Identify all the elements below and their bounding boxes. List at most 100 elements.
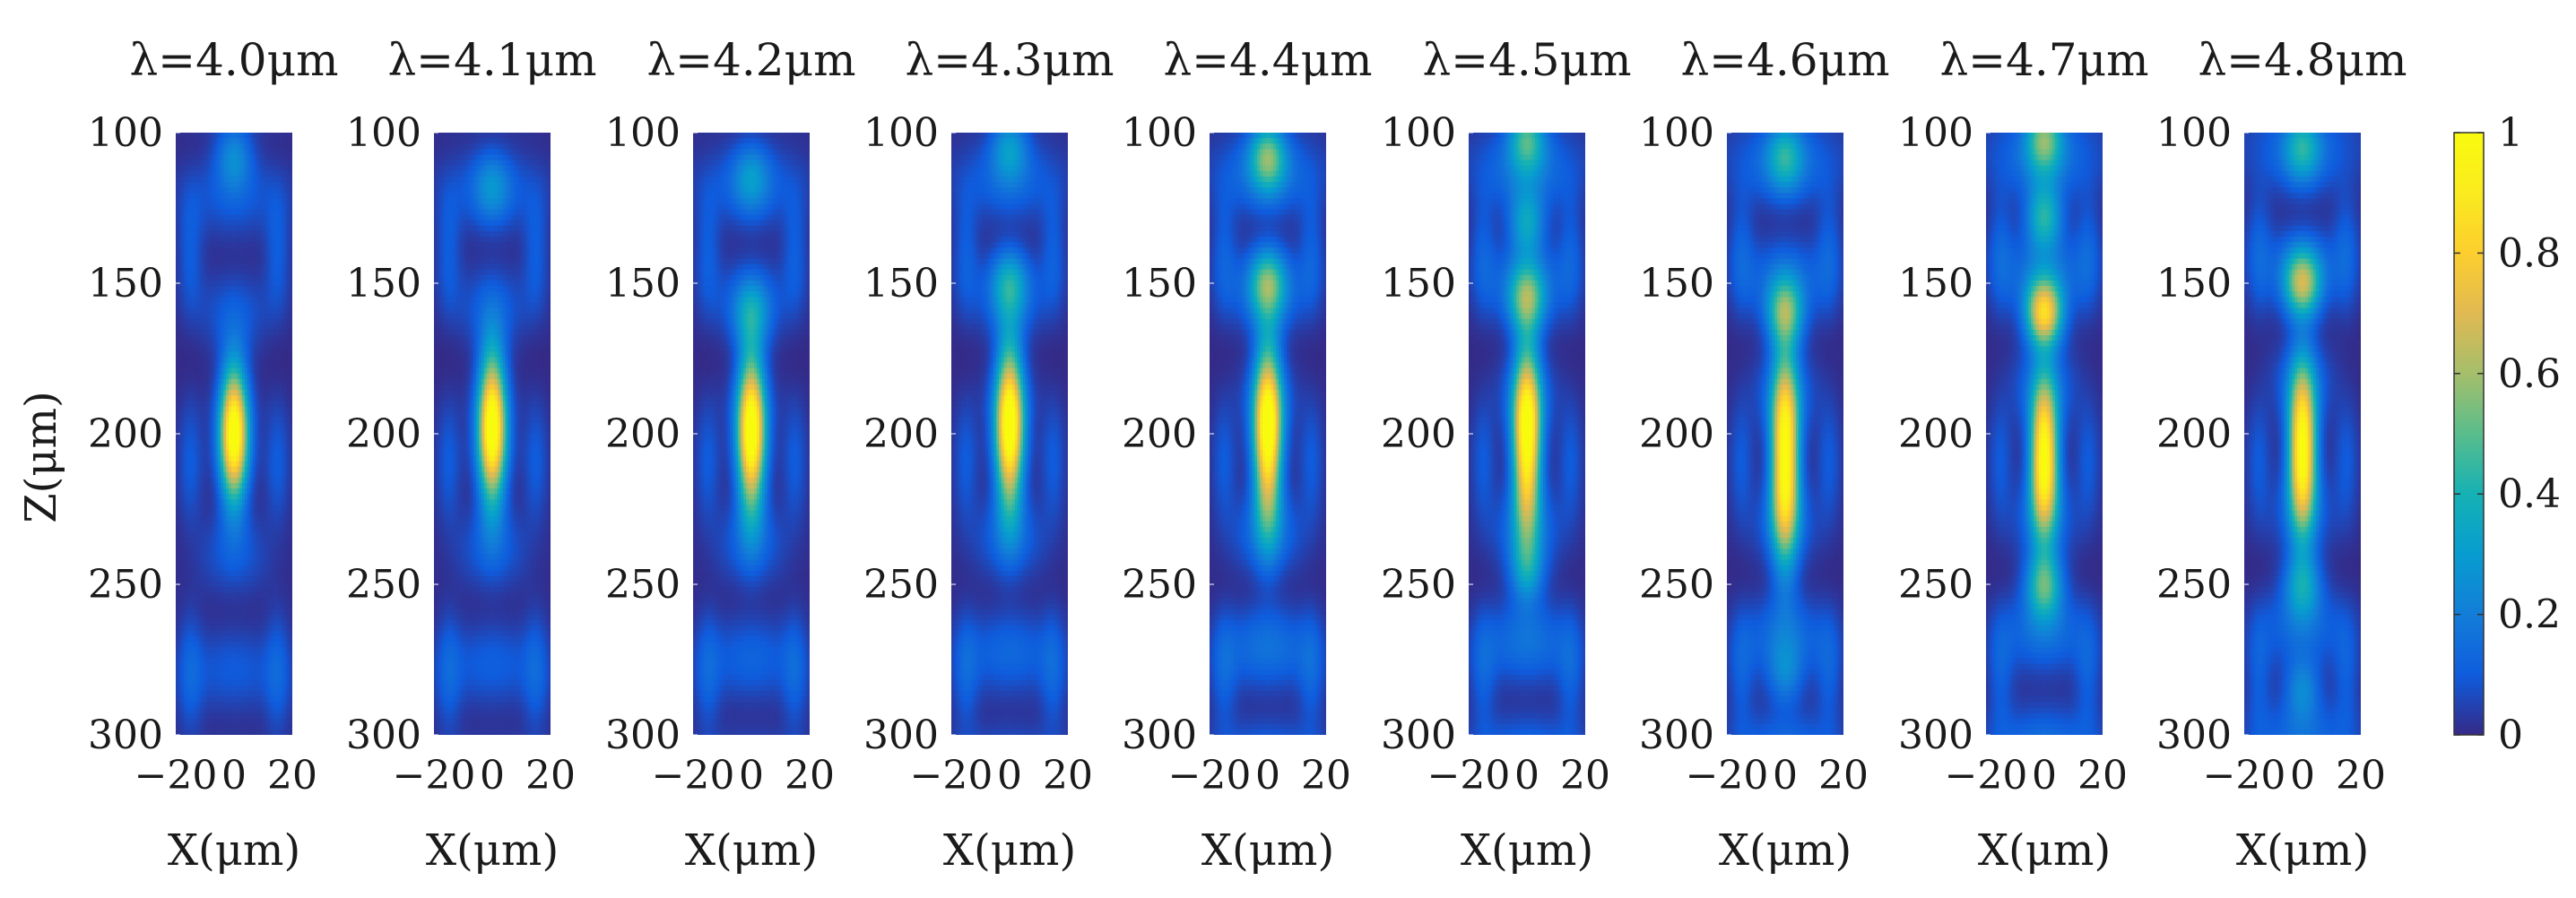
heatmap-cell: [268, 329, 272, 336]
heatmap-cell: [249, 346, 254, 352]
heatmap-cell: [180, 427, 185, 435]
heatmap-cell: [234, 247, 238, 254]
heatmap-cell: [452, 133, 456, 139]
heatmap-cell: [236, 417, 240, 424]
heatmap-cell: [284, 625, 288, 632]
heatmap-cell: [276, 390, 280, 396]
heatmap-cell: [204, 406, 209, 413]
heatmap-cell: [236, 373, 240, 380]
heatmap-cell: [180, 384, 185, 391]
heatmap-cell: [265, 488, 269, 495]
heatmap-cell: [284, 220, 288, 227]
heatmap-cell: [183, 619, 187, 626]
heatmap-cell: [210, 581, 213, 588]
heatmap-cell: [268, 592, 272, 599]
heatmap-cell: [247, 417, 251, 424]
heatmap-cell: [229, 691, 232, 697]
heatmap-cell: [290, 341, 292, 347]
heatmap-cell: [265, 280, 269, 287]
heatmap-cell: [229, 406, 232, 413]
heatmap-cell: [176, 258, 179, 265]
heatmap-cell: [290, 335, 292, 341]
heatmap-cell: [191, 445, 195, 451]
heatmap-cell: [194, 247, 198, 254]
heatmap-cell: [244, 515, 248, 522]
heatmap-cell: [260, 242, 265, 248]
heatmap-cell: [257, 269, 262, 276]
heatmap-cell: [505, 143, 509, 150]
heatmap-cell: [263, 160, 267, 167]
heatmap-cell: [234, 531, 238, 539]
heatmap-cell: [215, 587, 219, 593]
heatmap-cell: [249, 357, 254, 364]
heatmap-cell: [460, 143, 464, 150]
heatmap-cell: [215, 461, 219, 468]
heatmap-cell: [229, 373, 232, 380]
heatmap-cell: [188, 663, 193, 670]
heatmap-cell: [207, 445, 211, 451]
heatmap-cell: [239, 548, 243, 555]
heatmap-cell: [244, 559, 248, 566]
heatmap-cell: [257, 170, 262, 177]
heatmap-cell: [236, 592, 240, 599]
heatmap-cell: [178, 647, 182, 653]
heatmap-cell: [210, 203, 213, 211]
heatmap-cell: [231, 198, 235, 205]
heatmap-cell: [271, 630, 274, 637]
heatmap-cell: [199, 160, 204, 167]
heatmap-cell: [249, 642, 254, 648]
heatmap-cell: [226, 263, 230, 271]
heatmap-cell: [223, 417, 227, 424]
heatmap-cell: [236, 729, 240, 735]
heatmap-cell: [260, 335, 265, 341]
heatmap-cell: [236, 526, 240, 533]
heatmap-cell: [268, 335, 272, 341]
heatmap-cell: [180, 434, 185, 440]
heatmap-cell: [255, 138, 259, 144]
heatmap-cell: [282, 242, 285, 248]
heatmap-cell: [284, 247, 288, 254]
heatmap-cell: [223, 718, 227, 725]
heatmap-cell: [276, 625, 280, 632]
heatmap-cell: [282, 362, 285, 369]
heatmap-cell: [176, 346, 179, 352]
heatmap-cell: [263, 313, 267, 320]
heatmap-cell: [290, 723, 292, 730]
heatmap-cell: [265, 499, 269, 506]
heatmap-cell: [290, 181, 292, 188]
heatmap-cell: [199, 625, 204, 632]
heatmap-cell: [290, 263, 292, 271]
heatmap-cell: [268, 559, 272, 566]
heatmap-cell: [499, 133, 504, 139]
heatmap-cell: [260, 417, 265, 424]
heatmap-cell: [191, 346, 195, 352]
heatmap-cell: [287, 466, 291, 473]
heatmap-cell: [271, 515, 274, 522]
heatmap-cell: [244, 193, 248, 199]
heatmap-cell: [191, 625, 195, 632]
heatmap-cell: [263, 291, 267, 298]
heatmap-cell: [241, 373, 246, 380]
heatmap-cell: [239, 302, 243, 309]
heatmap-cell: [247, 614, 251, 621]
heatmap-cell: [221, 286, 224, 292]
heatmap-cell: [239, 351, 243, 358]
heatmap-cell: [202, 718, 206, 725]
heatmap-cell: [212, 318, 216, 325]
heatmap-cell: [236, 488, 240, 495]
heatmap-cell: [265, 427, 269, 435]
heatmap-cell: [186, 395, 190, 402]
heatmap-cell: [279, 143, 282, 150]
heatmap-cell: [191, 176, 195, 183]
heatmap-cell: [202, 712, 206, 720]
heatmap-cell: [476, 143, 480, 150]
heatmap-cell: [176, 592, 179, 599]
heatmap-cell: [226, 154, 230, 161]
heatmap-cell: [207, 138, 211, 144]
heatmap-cell: [271, 198, 274, 205]
heatmap-cell: [183, 696, 187, 703]
heatmap-cell: [241, 669, 246, 676]
heatmap-cell: [252, 636, 256, 643]
heatmap-cell: [176, 269, 179, 276]
heatmap-cell: [273, 253, 277, 260]
